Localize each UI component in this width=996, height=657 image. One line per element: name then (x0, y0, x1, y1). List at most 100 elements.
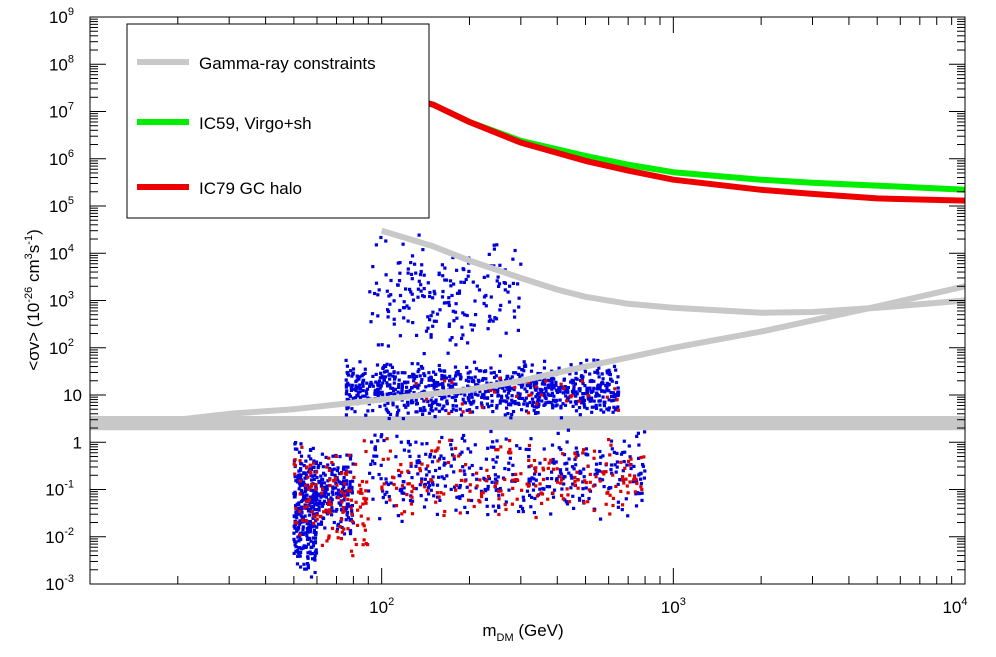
scatter-point (386, 309, 391, 314)
scatter-point (565, 461, 569, 465)
scatter-point (297, 481, 302, 485)
scatter-point (602, 472, 606, 476)
scatter-point (340, 517, 344, 521)
scatter-point (558, 475, 562, 479)
scatter-point (506, 391, 511, 395)
scatter-point (529, 437, 533, 441)
scatter-point (364, 542, 368, 546)
scatter-point (597, 469, 602, 473)
scatter-point (346, 516, 350, 520)
scatter-point (460, 436, 464, 440)
scatter-point (573, 457, 577, 461)
scatter-point (604, 470, 608, 474)
scatter-point (570, 465, 575, 469)
scatter-point (560, 487, 564, 491)
scatter-point (578, 413, 582, 417)
scatter-point (396, 514, 400, 518)
scatter-point (406, 411, 410, 415)
scatter-point (312, 477, 316, 481)
y-tick-label: 109 (49, 6, 74, 27)
x-axis-title: mDM (GeV) (482, 621, 563, 644)
scatter-point (505, 400, 509, 404)
scatter-point (542, 366, 546, 370)
scatter-point (305, 537, 310, 541)
scatter-point (486, 389, 490, 393)
scatter-point (470, 395, 474, 399)
scatter-point (406, 267, 410, 271)
scatter-point (344, 482, 348, 486)
scatter-point (361, 381, 365, 385)
scatter-point (470, 410, 475, 414)
scatter-point (339, 494, 343, 498)
scatter-point (388, 449, 392, 453)
scatter-point (311, 446, 315, 450)
scatter-point (581, 451, 585, 455)
scatter-point (354, 542, 358, 547)
scatter-point (385, 437, 389, 441)
scatter-point (494, 460, 498, 464)
scatter-point (335, 483, 339, 487)
scatter-point (521, 495, 525, 499)
scatter-point (526, 411, 531, 415)
scatter-point (517, 366, 521, 370)
scatter-point (297, 525, 301, 530)
scatter-point (503, 477, 507, 482)
scatter-point (298, 459, 302, 463)
scatter-point (562, 378, 566, 382)
scatter-point (310, 478, 314, 482)
scatter-point (497, 505, 501, 509)
scatter-point (314, 460, 319, 464)
scatter-point (554, 383, 558, 387)
scatter-point (457, 454, 461, 458)
scatter-point (306, 563, 310, 567)
scatter-point (448, 338, 452, 342)
scatter-point (303, 495, 307, 499)
scatter-point (396, 283, 400, 287)
scatter-point (381, 366, 385, 370)
scatter-point (589, 399, 593, 403)
scatter-point (400, 489, 404, 493)
scatter-point (612, 450, 616, 454)
scatter-point (495, 403, 499, 408)
scatter-point (574, 376, 578, 380)
scatter-point (614, 470, 618, 474)
scatter-point (479, 401, 484, 405)
scatter-point (623, 466, 627, 470)
scatter-point (597, 366, 601, 370)
scatter-point (345, 510, 350, 514)
scatter-point (409, 261, 413, 265)
scatter-point (534, 395, 538, 399)
scatter-point (382, 482, 386, 486)
scatter-point (432, 289, 436, 293)
scatter-point (380, 487, 384, 491)
scatter-point (492, 370, 496, 375)
scatter-point (493, 477, 498, 481)
scatter-point (384, 239, 388, 243)
scatter-point (354, 379, 358, 384)
scatter-point (412, 384, 416, 388)
scatter-point (347, 486, 351, 490)
scatter-point (351, 396, 355, 400)
scatter-point (365, 387, 370, 391)
scatter-point (310, 500, 315, 505)
scatter-point (374, 243, 378, 247)
scatter-point (533, 496, 537, 501)
scatter-point (459, 392, 463, 396)
scatter-point (627, 444, 631, 448)
scatter-point (400, 491, 404, 495)
scatter-point (440, 373, 444, 378)
scatter-point (457, 486, 461, 490)
scatter-point (574, 402, 578, 406)
scatter-point (441, 386, 446, 390)
scatter-point (377, 379, 381, 383)
scatter-point (598, 449, 602, 454)
scatter-point (529, 464, 533, 468)
scatter-point (458, 469, 462, 473)
scatter-point (300, 510, 304, 514)
scatter-point (510, 394, 514, 398)
scatter-point (317, 464, 321, 468)
scatter-point (428, 455, 432, 459)
scatter-point (602, 410, 606, 414)
scatter-point (447, 296, 451, 300)
scatter-point (445, 474, 449, 478)
